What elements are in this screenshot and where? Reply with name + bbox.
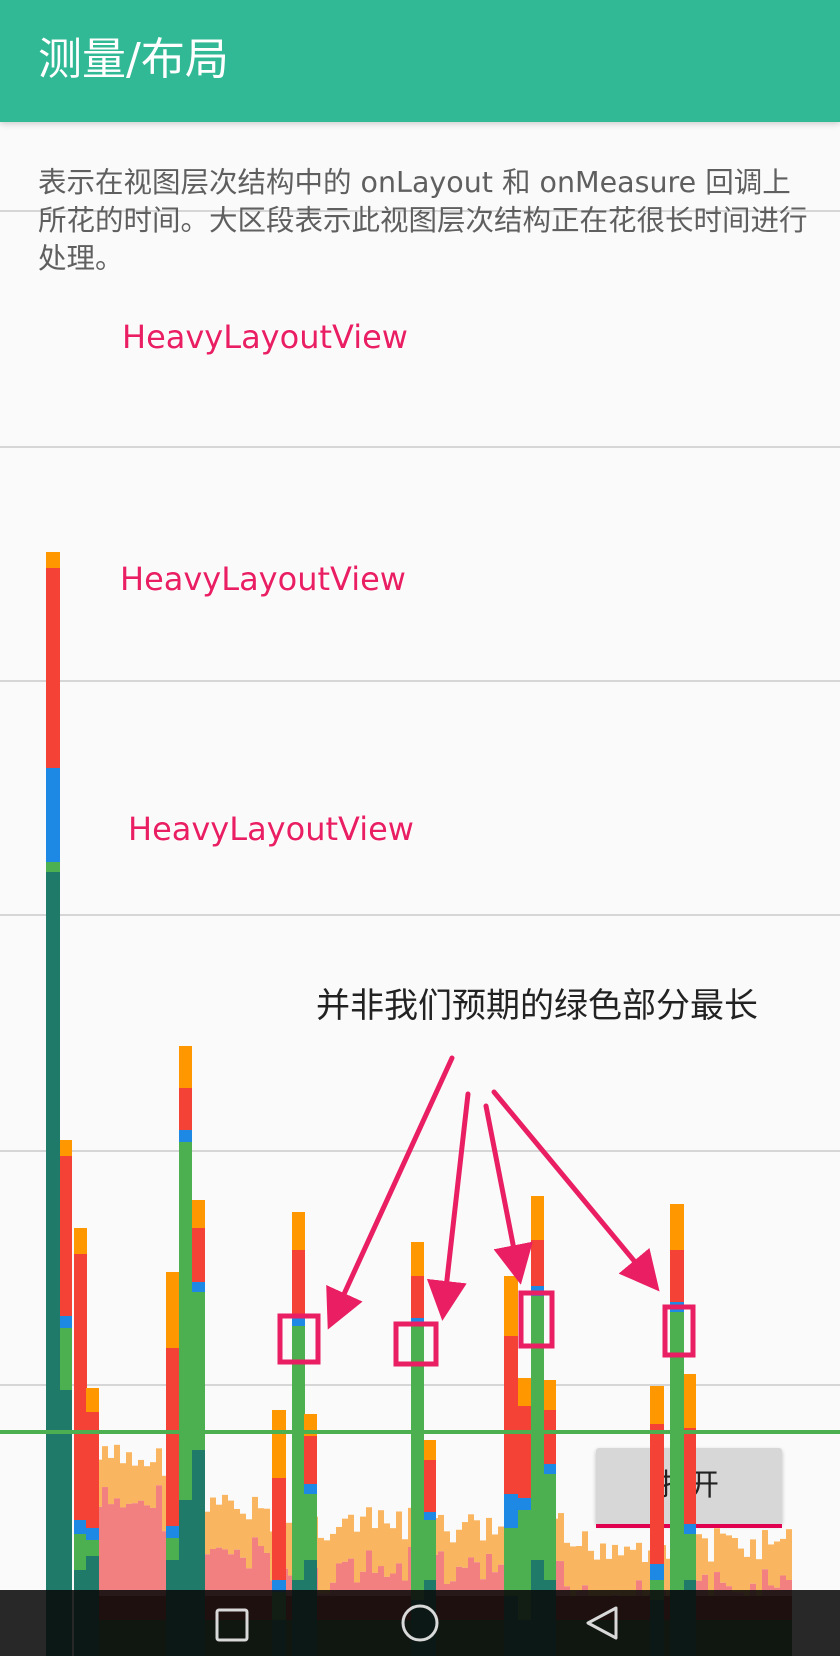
open-button[interactable]: 打开 [596, 1448, 782, 1524]
divider [0, 446, 840, 448]
divider [0, 680, 840, 682]
back-icon[interactable] [572, 1600, 632, 1646]
navigation-bar [0, 1590, 840, 1656]
content-area: 表示在视图层次结构中的 onLayout 和 onMeasure 回调上所花的时… [0, 122, 840, 1590]
app-bar: 测量/布局 [0, 0, 840, 122]
annotation-text: 并非我们预期的绿色部分最长 [316, 986, 758, 1026]
open-button-underline [596, 1524, 782, 1528]
heavy-layout-view-2[interactable]: HeavyLayoutView [120, 560, 406, 598]
divider [0, 914, 840, 916]
home-icon[interactable] [390, 1600, 450, 1646]
divider [0, 1150, 840, 1152]
heavy-layout-view-3[interactable]: HeavyLayoutView [128, 810, 414, 848]
description-text: 表示在视图层次结构中的 onLayout 和 onMeasure 回调上所花的时… [38, 166, 808, 275]
divider [0, 1384, 840, 1386]
recents-icon[interactable] [202, 1600, 262, 1646]
divider [0, 210, 840, 212]
heavy-layout-view-1[interactable]: HeavyLayoutView [122, 318, 408, 356]
page-title: 测量/布局 [38, 34, 229, 85]
